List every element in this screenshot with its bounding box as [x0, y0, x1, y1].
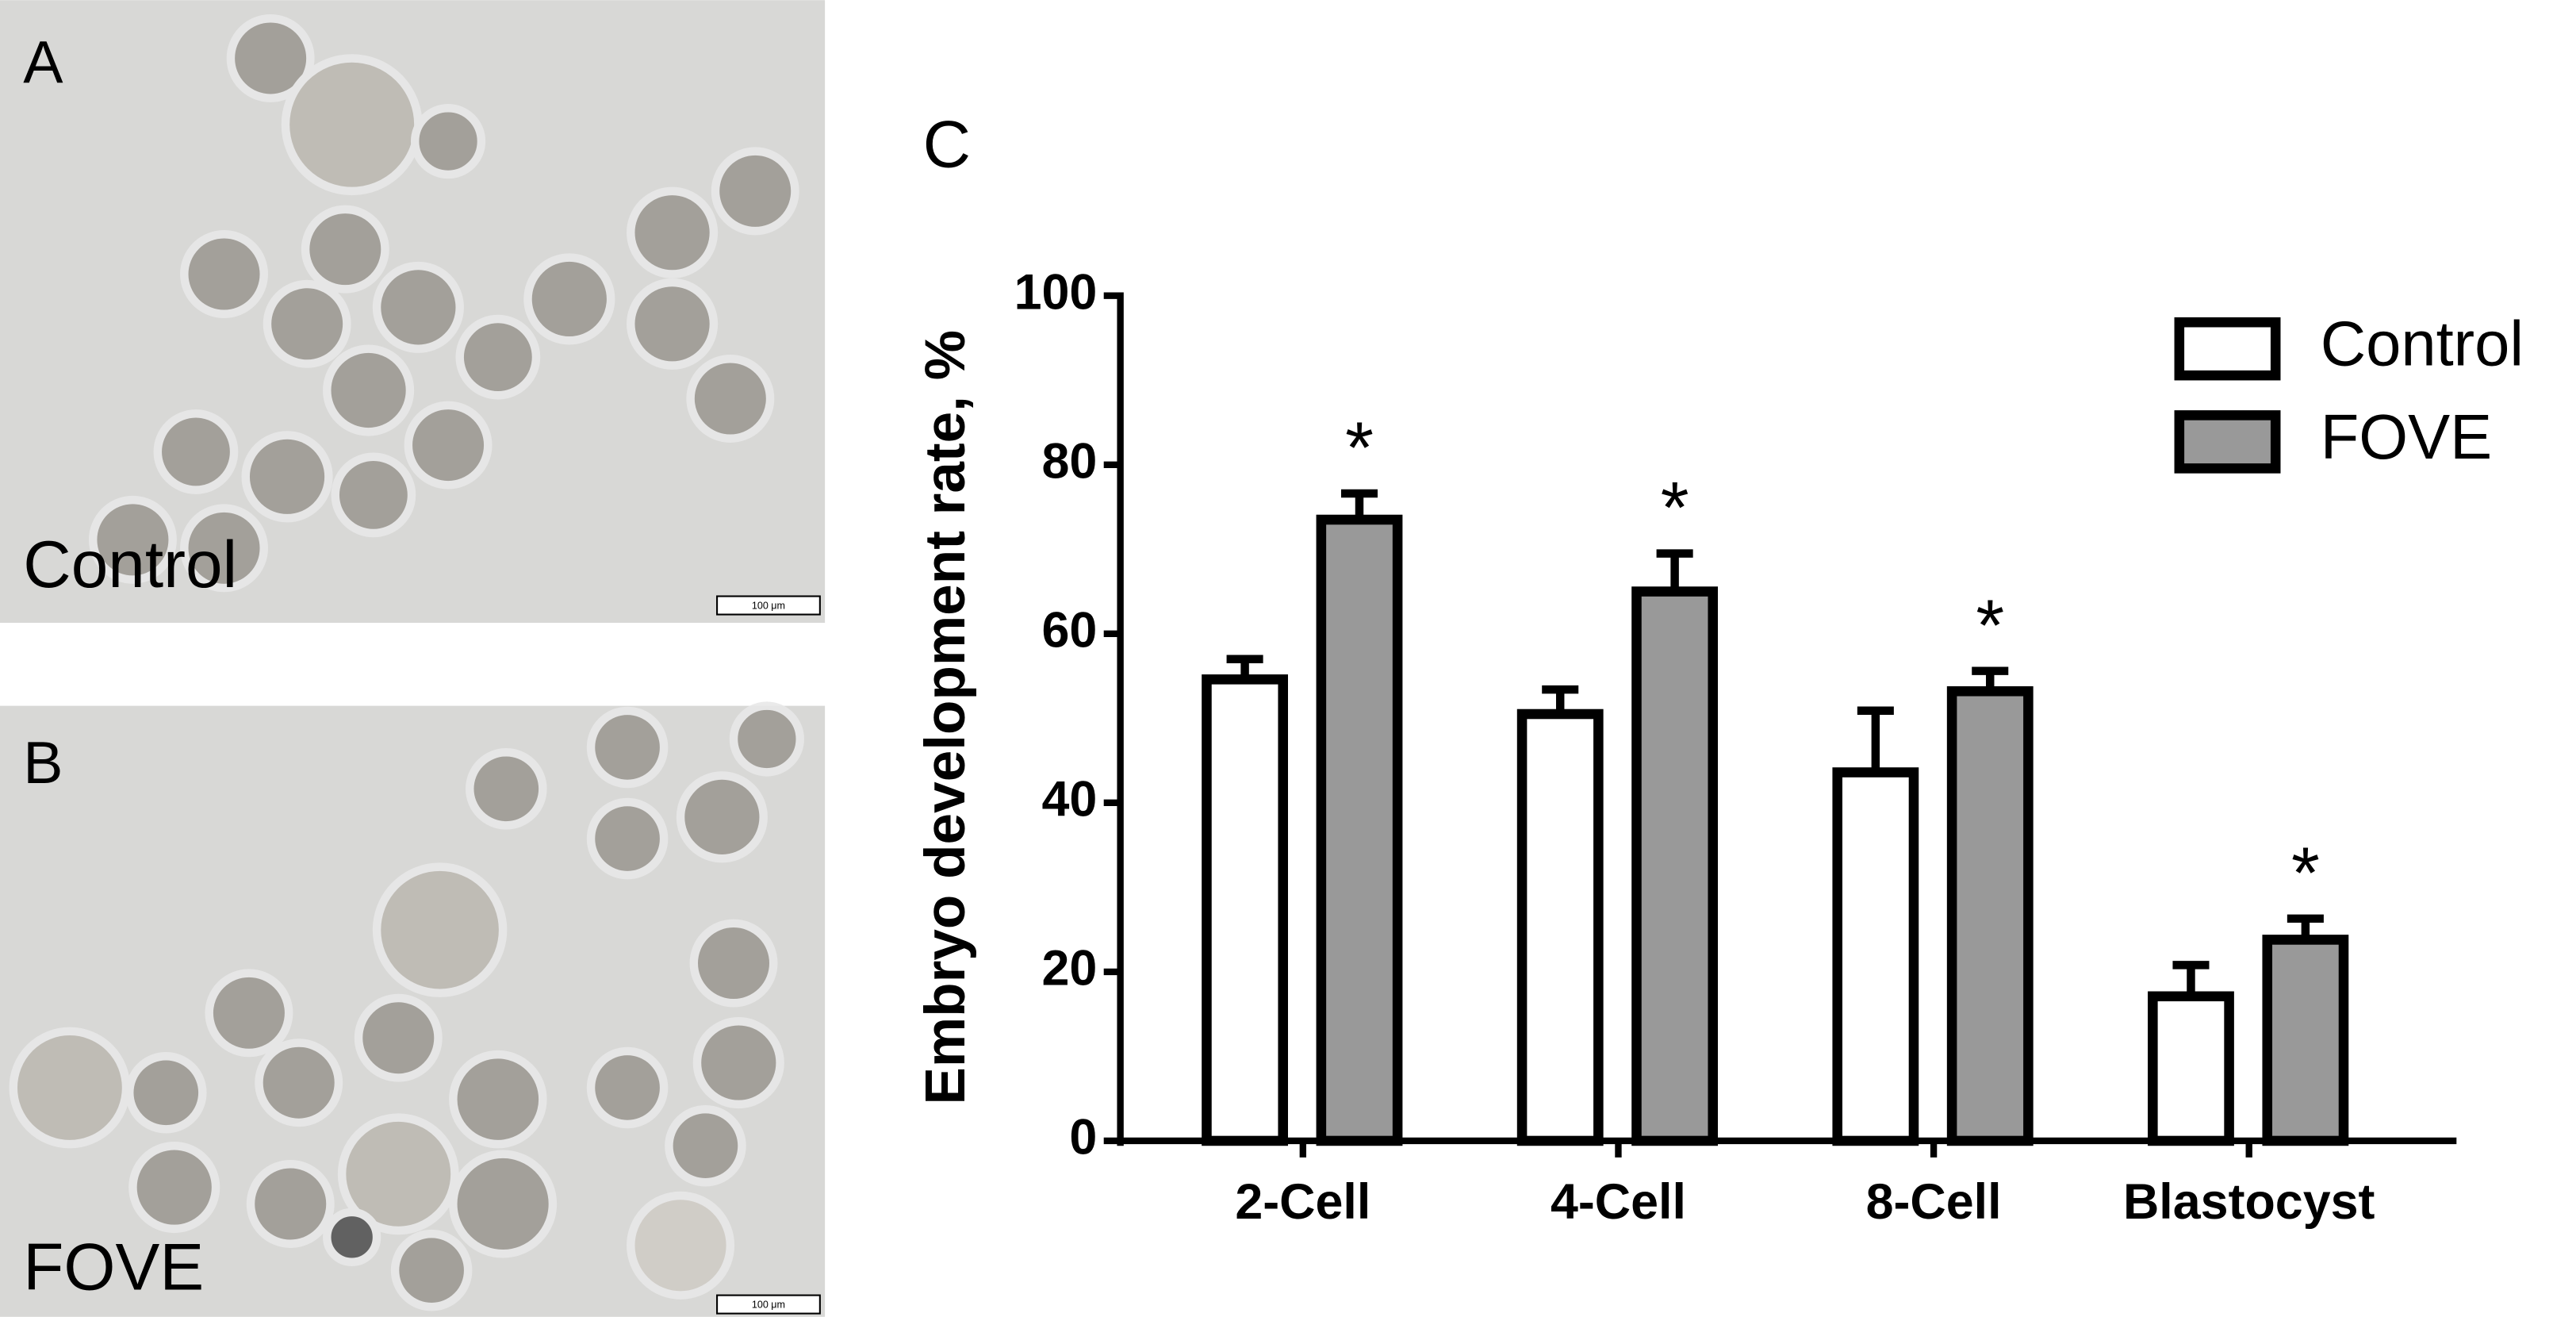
y-tick-label: 0: [1069, 1110, 1097, 1165]
scale-bar-label: 100 μm: [752, 1299, 785, 1310]
bar: [1316, 514, 1403, 1146]
y-tick-label: 20: [1042, 940, 1098, 996]
bar: [1832, 767, 1919, 1146]
x-tick-label: 2-Cell: [1235, 1174, 1370, 1230]
legend-swatch: [2174, 410, 2281, 474]
y-tick-label: 60: [1042, 602, 1098, 658]
significance-mark: *: [2291, 832, 2320, 914]
bar: [1946, 685, 2034, 1146]
panel-b-image: [0, 701, 826, 1317]
bar: [2262, 935, 2349, 1146]
panel-a-image: [0, 0, 826, 624]
significance-mark: *: [1345, 407, 1374, 489]
legend-swatch: [2174, 317, 2281, 381]
x-tick-label: 8-Cell: [1866, 1174, 2002, 1230]
bar: [2148, 991, 2234, 1146]
bar: [1516, 708, 1604, 1146]
bar: [1631, 586, 1719, 1146]
x-tick-label: 4-Cell: [1551, 1174, 1686, 1230]
bar: [1202, 674, 1288, 1146]
y-axis-label: Embryo development rate, %: [914, 330, 977, 1104]
legend-label: FOVE: [2321, 401, 2492, 472]
y-tick-label: 100: [1014, 264, 1098, 320]
panel-label: C: [923, 107, 971, 182]
scale-bar-label: 100 μm: [752, 600, 785, 611]
panel-caption: FOVE: [23, 1229, 204, 1304]
panel-label: A: [23, 29, 63, 95]
significance-mark: *: [1661, 467, 1689, 549]
significance-mark: *: [1976, 585, 2004, 666]
panel-label: B: [23, 729, 63, 796]
panel-caption: Control: [23, 527, 237, 601]
y-tick-label: 80: [1042, 433, 1098, 489]
y-tick-label: 40: [1042, 771, 1098, 827]
legend-label: Control: [2321, 309, 2524, 379]
x-tick-label: Blastocyst: [2123, 1174, 2375, 1230]
